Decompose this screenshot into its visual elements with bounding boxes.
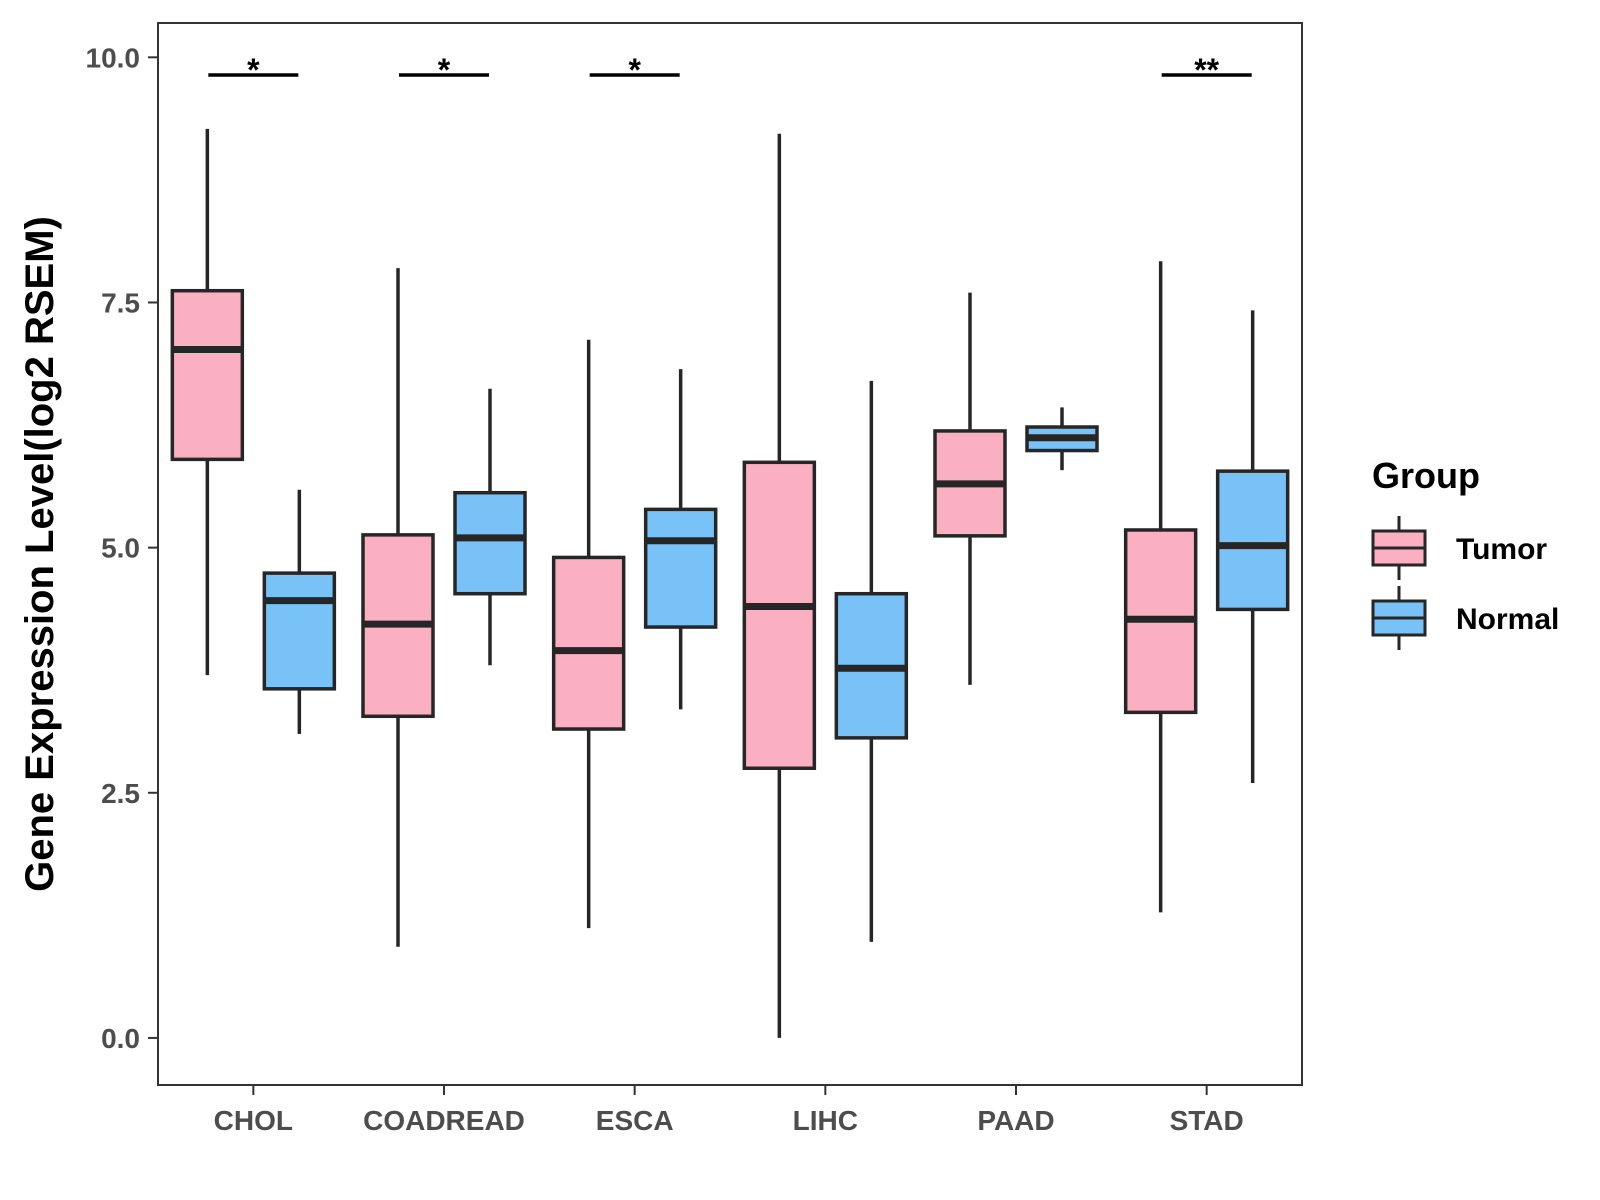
box-tumor-paad: [933, 292, 1007, 685]
y-tick-label: 7.5: [101, 287, 140, 318]
x-tick-label: ESCA: [596, 1105, 674, 1136]
x-tick-label: LIHC: [793, 1105, 858, 1136]
box-normal-chol: [262, 489, 337, 734]
box-normal-lihc: [834, 380, 909, 942]
y-tick-label: 10.0: [86, 42, 141, 73]
box-normal-stad: [1215, 310, 1290, 783]
box-body: [262, 571, 337, 691]
box-body: [170, 288, 245, 462]
legend-key-normal: [1371, 586, 1427, 650]
legend-label-tumor: Tumor: [1456, 533, 1547, 566]
box-normal-coadread: [453, 388, 527, 666]
legend: Group Tumor Normal: [1371, 455, 1559, 650]
x-tick-label: CHOL: [214, 1105, 293, 1136]
legend-title: Group: [1372, 455, 1480, 496]
box-body: [742, 460, 817, 771]
x-axis: CHOL COADREAD ESCA LIHC PAAD STAD: [214, 1085, 1244, 1136]
legend-label-normal: Normal: [1456, 603, 1559, 636]
y-tick-label: 0.0: [101, 1023, 140, 1054]
significance-label: **: [1194, 52, 1219, 88]
plot-panel: [157, 22, 1303, 1086]
significance-label: *: [438, 52, 451, 88]
box-body: [643, 507, 718, 629]
box-tumor-stad: [1123, 261, 1198, 913]
box-tumor-esca: [551, 339, 626, 929]
box-body: [551, 555, 626, 731]
box-body: [1215, 469, 1290, 612]
box-normal-paad: [1025, 407, 1099, 471]
y-tick-label: 5.0: [101, 533, 140, 564]
x-tick-label: COADREAD: [363, 1105, 525, 1136]
x-tick-label: STAD: [1170, 1105, 1244, 1136]
significance-label: *: [247, 52, 260, 88]
significance-label: *: [628, 52, 641, 88]
y-tick-label: 2.5: [101, 778, 140, 809]
box-tumor-chol: [170, 128, 245, 676]
legend-key-tumor: [1371, 516, 1427, 580]
box-body: [453, 490, 527, 596]
y-axis: 0.0 2.5 5.0 7.5 10.0: [86, 42, 158, 1054]
box-tumor-coadread: [361, 268, 435, 947]
box-normal-esca: [643, 369, 718, 710]
y-axis-title: Gene Expression Level(log2 RSEM): [18, 216, 62, 892]
significance-group: * * * **: [208, 52, 1252, 88]
x-tick-label: PAAD: [977, 1105, 1054, 1136]
box-tumor-lihc: [742, 133, 817, 1038]
box-series-group: [170, 128, 1290, 1038]
